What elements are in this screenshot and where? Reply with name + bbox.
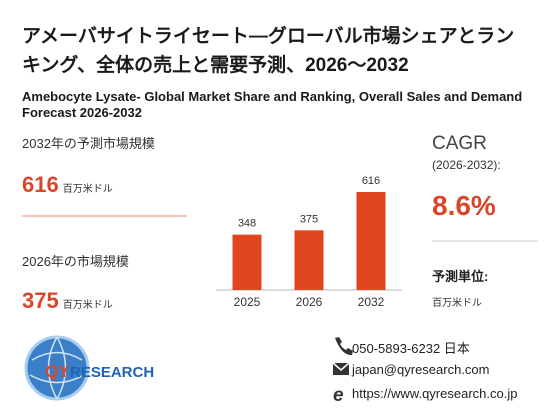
x-tick-label: 2032 bbox=[358, 295, 385, 309]
bar bbox=[356, 192, 386, 290]
website[interactable]: https://www.qyresearch.co.jp bbox=[352, 386, 518, 401]
big-number: 375 bbox=[22, 288, 59, 313]
bar bbox=[294, 230, 324, 290]
phone-icon bbox=[335, 337, 353, 356]
value-label: 375 bbox=[300, 213, 318, 225]
logo-globe bbox=[24, 335, 90, 401]
current-value: 375 百万米ドル bbox=[22, 288, 113, 314]
phone: 050-5893-6232 日本 bbox=[352, 341, 470, 356]
value-label: 348 bbox=[238, 218, 256, 230]
current-label: 2026年の市場規模 bbox=[22, 254, 129, 269]
x-tick-label: 2026 bbox=[296, 295, 323, 309]
email-icon bbox=[332, 362, 350, 375]
forecast-label: 2032年の予測市場規模 bbox=[22, 136, 155, 151]
forecast-value: 616 百万米ドル bbox=[22, 172, 113, 198]
unit-value: 百万米ドル bbox=[432, 298, 482, 309]
x-tick-label: 2025 bbox=[234, 295, 261, 309]
bar bbox=[232, 234, 262, 290]
unit: 百万米ドル bbox=[62, 300, 113, 311]
unit: 百万米ドル bbox=[62, 184, 113, 195]
unit-label: 予測単位: bbox=[432, 269, 489, 284]
cagr-value: 8.6% bbox=[432, 190, 496, 221]
web-icon: e bbox=[333, 385, 344, 406]
value-label: 616 bbox=[362, 175, 380, 187]
logo-text: RESEARCH bbox=[70, 364, 154, 381]
cagr-period: (2026-2032): bbox=[432, 158, 501, 172]
cagr-label: CAGR bbox=[432, 133, 487, 154]
title: アメーバサイトライセート—グローバル市場シェアとランキング、全体の売上と需要予測… bbox=[22, 26, 515, 76]
subtitle: Amebocyte Lysate- Global Market Share an… bbox=[22, 89, 523, 120]
logo-text: QY bbox=[45, 362, 70, 381]
big-number: 616 bbox=[22, 172, 59, 197]
email[interactable]: japan@qyresearch.com bbox=[352, 362, 490, 377]
